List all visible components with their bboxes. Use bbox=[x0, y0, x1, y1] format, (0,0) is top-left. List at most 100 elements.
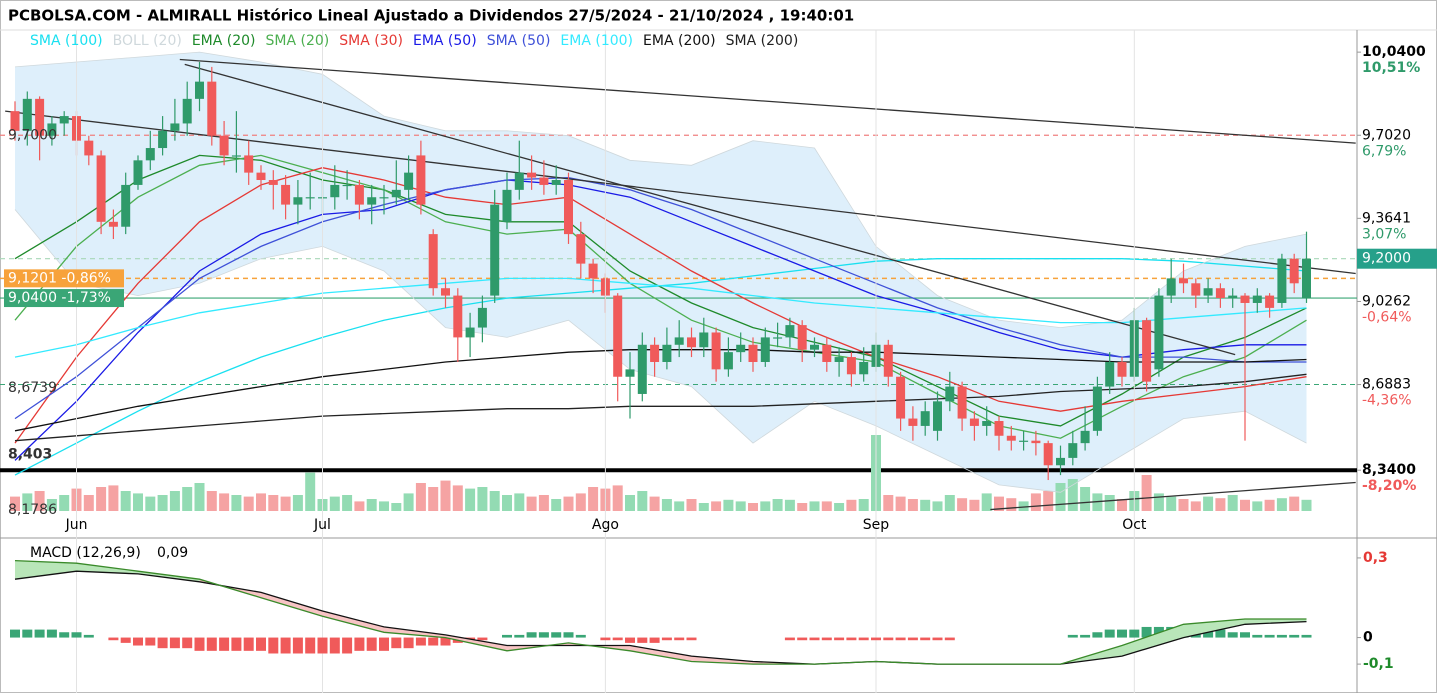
volume-bar bbox=[59, 495, 70, 511]
macd-histogram-bar bbox=[649, 637, 660, 643]
macd-histogram-bar bbox=[403, 637, 414, 649]
candle-body bbox=[441, 288, 450, 296]
candle-body bbox=[846, 357, 856, 375]
macd-histogram-bar bbox=[1264, 634, 1275, 638]
volume-bar bbox=[452, 485, 463, 511]
y-tick-label: 9,3641 bbox=[1362, 210, 1411, 226]
legend-item: SMA (100) bbox=[30, 33, 103, 49]
volume-bar bbox=[625, 495, 635, 511]
trend-line bbox=[5, 110, 1356, 275]
candle-body bbox=[994, 421, 1004, 436]
volume-bar bbox=[834, 503, 845, 511]
candle-body bbox=[760, 337, 770, 362]
candle-body bbox=[158, 130, 168, 149]
trend-line bbox=[179, 58, 1356, 144]
volume-bar bbox=[96, 487, 107, 511]
volume-bar bbox=[391, 503, 402, 511]
macd-histogram-bar bbox=[858, 637, 869, 641]
left-label-box bbox=[4, 269, 124, 288]
candle-body bbox=[982, 421, 992, 426]
candle-body bbox=[945, 386, 955, 402]
macd-histogram-bar bbox=[834, 637, 845, 641]
macd-histogram-bar bbox=[280, 637, 291, 654]
macd-fill bbox=[322, 611, 384, 633]
volume-bar bbox=[1166, 496, 1177, 511]
candle-body bbox=[404, 172, 414, 190]
x-tick-label: Oct bbox=[1122, 517, 1147, 533]
candle-body bbox=[219, 135, 229, 156]
candle-body bbox=[1240, 295, 1250, 303]
macd-fill bbox=[384, 626, 446, 638]
macd-histogram-bar bbox=[10, 629, 20, 638]
legend-item: EMA (50) bbox=[413, 33, 477, 49]
macd-histogram-bar bbox=[1289, 634, 1300, 638]
x-tick-label: Jun bbox=[65, 517, 88, 533]
macd-histogram-bar bbox=[1129, 629, 1140, 638]
bollinger-band bbox=[15, 52, 1307, 493]
y-tick-pct: 6,79% bbox=[1362, 143, 1406, 159]
volume-bar bbox=[428, 487, 439, 511]
candle-body bbox=[1043, 443, 1053, 466]
macd-histogram-bar bbox=[71, 632, 82, 638]
volume-bar bbox=[1190, 501, 1201, 511]
candle-body bbox=[613, 295, 623, 377]
candle-body bbox=[514, 172, 524, 190]
volume-bar bbox=[206, 491, 217, 511]
macd-histogram-bar bbox=[600, 637, 611, 641]
macd-histogram-bar bbox=[268, 637, 279, 654]
y-tick-label: 8,6883 bbox=[1362, 377, 1411, 393]
macd-value: 0,09 bbox=[157, 545, 188, 561]
candle-body bbox=[785, 325, 795, 338]
candle-body bbox=[539, 177, 549, 185]
volume-bar bbox=[674, 501, 685, 511]
volume-bar bbox=[981, 493, 992, 511]
x-tick-label: Ago bbox=[592, 517, 619, 533]
y-tick-pct: 10,51% bbox=[1362, 60, 1420, 76]
volume-bar bbox=[797, 503, 808, 511]
macd-fill bbox=[1122, 624, 1184, 657]
macd-histogram-bar bbox=[612, 637, 623, 641]
macd-y-tick-label: 0,3 bbox=[1363, 550, 1388, 566]
volume-bar bbox=[1264, 499, 1275, 511]
indicator-line bbox=[14, 179, 1307, 461]
left-label: 9,0400 -1,73% bbox=[8, 290, 111, 306]
indicator-line bbox=[14, 154, 1307, 439]
macd-histogram-bar bbox=[169, 637, 180, 649]
volume-bar bbox=[612, 485, 623, 511]
volume-bar bbox=[1043, 491, 1054, 511]
candle-body bbox=[1006, 435, 1016, 441]
volume-bar bbox=[415, 483, 426, 511]
macd-histogram-bar bbox=[551, 632, 562, 638]
volume-bar bbox=[354, 501, 365, 511]
volume-bar bbox=[944, 495, 955, 511]
macd-histogram-bar bbox=[1117, 629, 1127, 638]
candle-body bbox=[35, 98, 45, 136]
macd-histogram-bar bbox=[674, 637, 685, 641]
candle-body bbox=[379, 197, 389, 199]
volume-bar bbox=[366, 499, 377, 511]
volume-bar bbox=[649, 496, 660, 511]
volume-bar bbox=[1067, 479, 1078, 511]
volume-bar bbox=[514, 493, 525, 511]
volume-bar bbox=[538, 495, 549, 511]
candle-body bbox=[305, 197, 315, 199]
candle-body bbox=[797, 325, 807, 350]
volume-bar bbox=[846, 499, 857, 511]
volume-bar bbox=[932, 501, 943, 511]
candle-body bbox=[477, 307, 487, 328]
candle-body bbox=[674, 337, 684, 345]
candle-body bbox=[896, 376, 906, 419]
legend-item: SMA (50) bbox=[487, 33, 551, 49]
volume-bar bbox=[661, 499, 672, 511]
macd-histogram-bar bbox=[194, 637, 205, 651]
candle-body bbox=[588, 263, 598, 279]
candle-body bbox=[182, 98, 192, 124]
macd-histogram-bar bbox=[784, 637, 795, 641]
volume-bar bbox=[280, 496, 291, 511]
price-plot bbox=[0, 51, 1357, 511]
candle-body bbox=[969, 418, 979, 426]
indicator-line bbox=[14, 167, 1307, 444]
candle-body bbox=[84, 140, 94, 156]
y-tick-label: 9,0262 bbox=[1362, 293, 1411, 309]
